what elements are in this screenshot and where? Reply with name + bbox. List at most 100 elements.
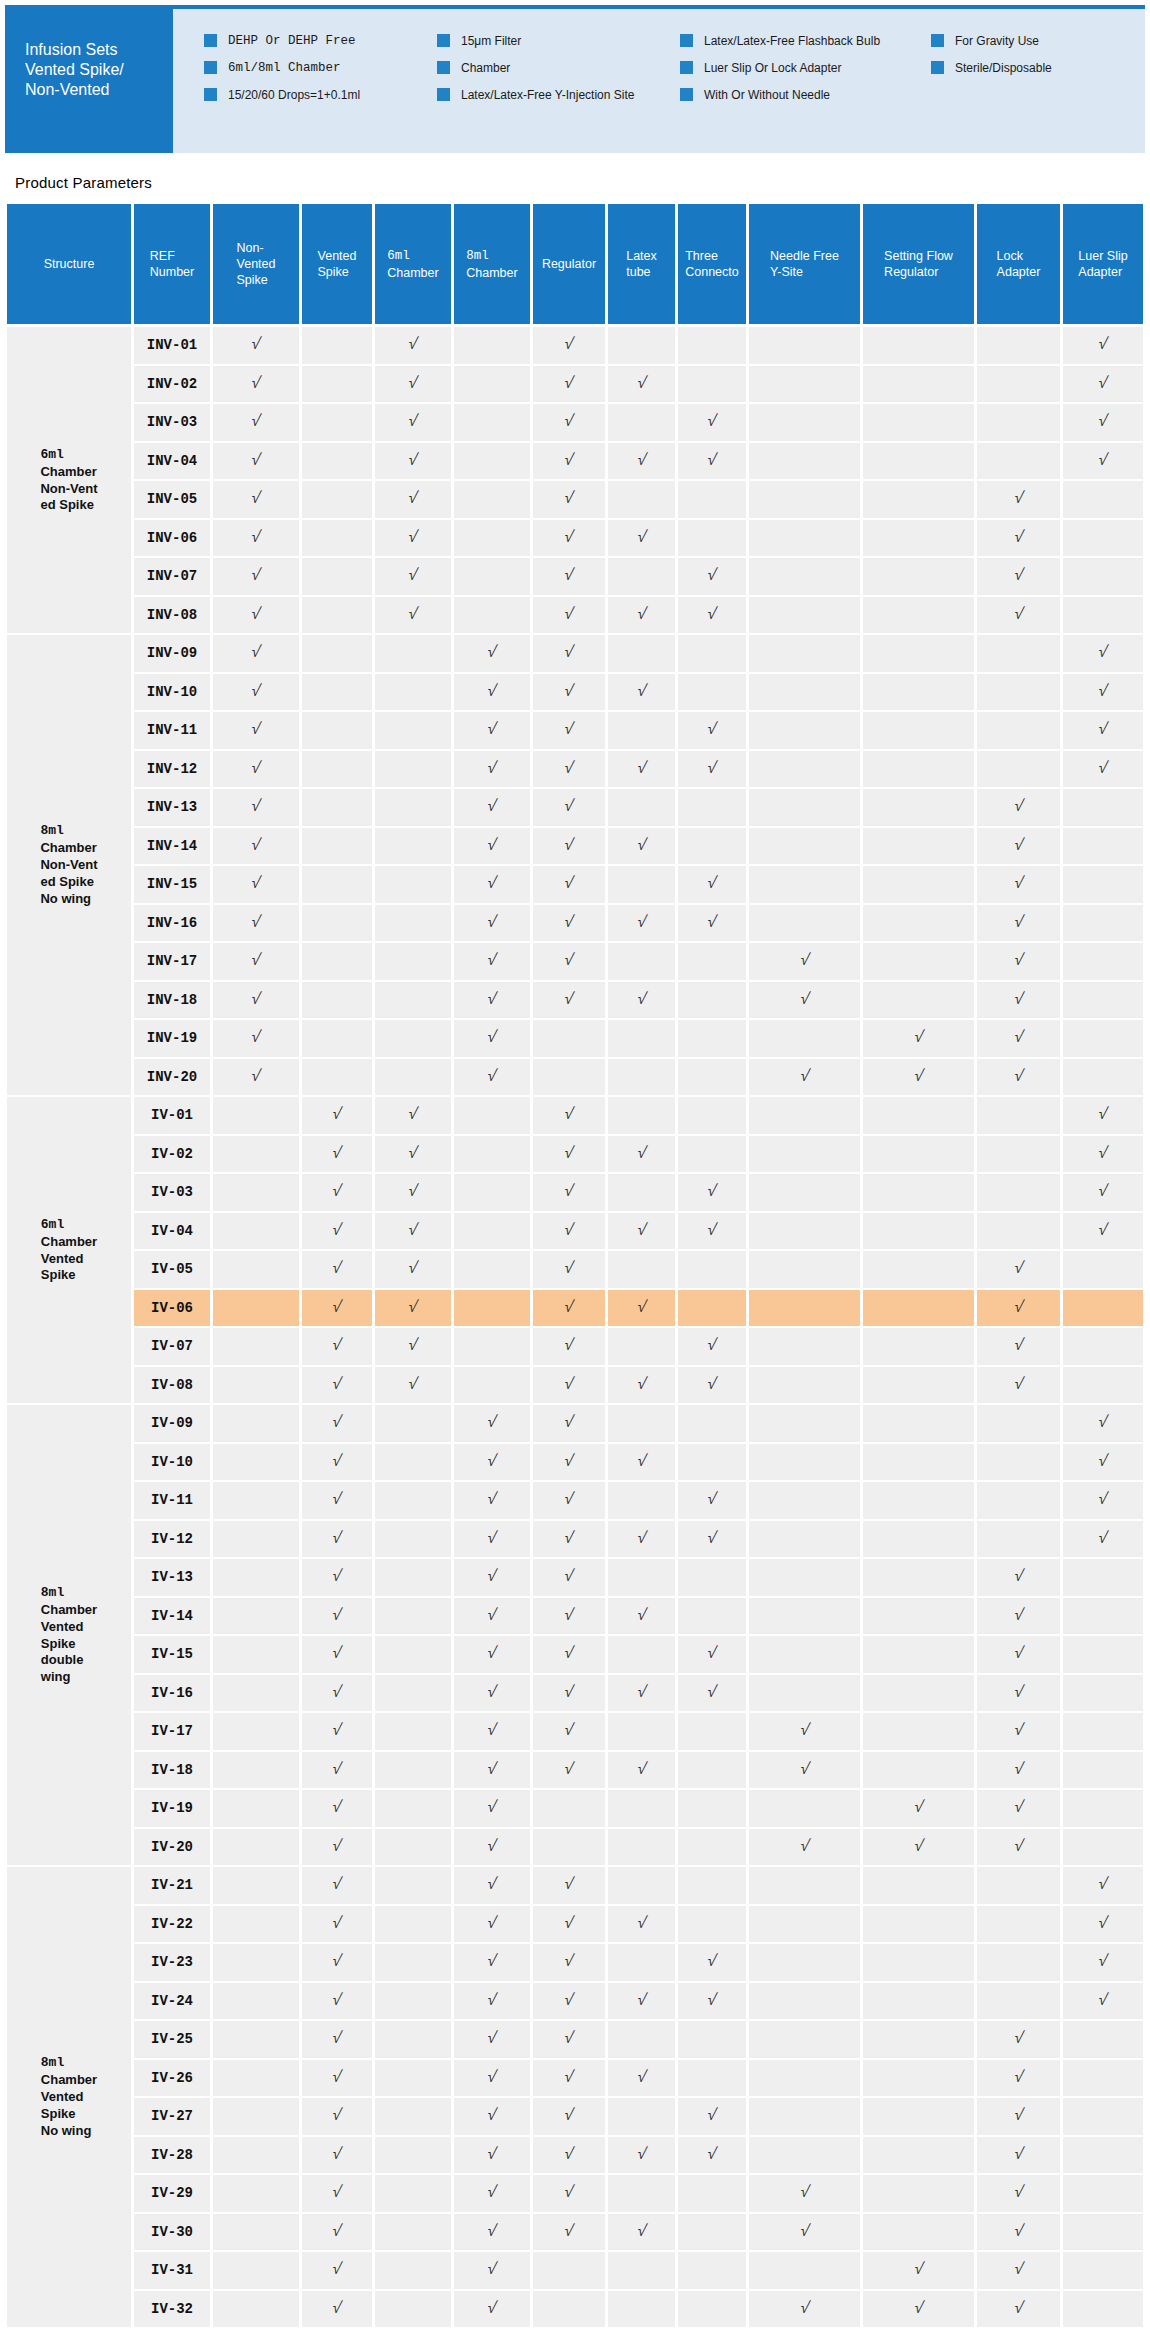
check-mark: √: [330, 1684, 343, 1702]
check-cell-luer: √: [1063, 712, 1146, 751]
column-header-line: Vented: [318, 249, 357, 263]
check-cell-three: [678, 1251, 749, 1290]
ref-cell: IV-04: [134, 1213, 213, 1252]
check-cell-reg: √: [533, 789, 608, 828]
check-cell-nfy: [749, 2021, 863, 2060]
check-mark: √: [1012, 2300, 1025, 2318]
bullet-square-icon: [680, 88, 693, 101]
check-mark: √: [485, 952, 498, 970]
ref-number: INV-12: [147, 761, 197, 777]
table-row: IV-27√√√√√: [134, 2098, 1146, 2137]
check-cell-three: [678, 1559, 749, 1598]
check-cell-c8: [454, 327, 533, 366]
structure-line: Chamber: [40, 840, 96, 855]
check-cell-lock: √: [977, 2252, 1063, 2291]
check-mark: √: [249, 760, 262, 778]
ref-cell: IV-13: [134, 1559, 213, 1598]
check-cell-latex: √: [608, 2060, 678, 2099]
check-mark: √: [485, 1645, 498, 1663]
check-mark: √: [1012, 1376, 1025, 1394]
column-header-line: Spike: [318, 265, 349, 279]
check-cell-lock: √: [977, 1829, 1063, 1868]
check-cell-c6: [375, 1444, 454, 1483]
check-cell-nv: [213, 1559, 302, 1598]
check-mark: √: [1096, 375, 1109, 393]
check-mark: √: [562, 1530, 575, 1548]
ref-number: IV-03: [151, 1184, 193, 1200]
check-cell-sfr: [863, 751, 977, 790]
ref-cell: IV-21: [134, 1867, 213, 1906]
check-mark: √: [330, 1992, 343, 2010]
check-cell-reg: √: [533, 1675, 608, 1714]
check-mark: √: [330, 1915, 343, 1933]
table-row: IV-17√√√√√: [134, 1713, 1146, 1752]
column-header-c6: 6mlChamber: [375, 204, 454, 324]
check-cell-c8: [454, 1097, 533, 1136]
bullet-square-icon: [437, 61, 450, 74]
check-cell-nv: √: [213, 943, 302, 982]
check-cell-sfr: [863, 1752, 977, 1791]
check-mark: √: [562, 952, 575, 970]
table-row: INV-03√√√√√: [134, 404, 1146, 443]
check-mark: √: [1012, 1722, 1025, 1740]
table-row: IV-03√√√√√: [134, 1174, 1146, 1213]
check-mark: √: [485, 2107, 498, 2125]
table-row: IV-09√√√√: [134, 1405, 1146, 1444]
check-cell-c8: [454, 481, 533, 520]
check-mark: √: [406, 1183, 419, 1201]
ref-cell: INV-02: [134, 366, 213, 405]
check-mark: √: [330, 1183, 343, 1201]
check-cell-vs: √: [302, 1405, 375, 1444]
check-cell-reg: [533, 1020, 608, 1059]
column-header-line: Luer Slip: [1078, 249, 1127, 263]
check-mark: √: [562, 2184, 575, 2202]
check-cell-luer: √: [1063, 1482, 1146, 1521]
check-cell-nfy: [749, 2252, 863, 2291]
check-mark: √: [635, 452, 648, 470]
check-cell-nfy: [749, 828, 863, 867]
check-cell-lock: √: [977, 558, 1063, 597]
check-cell-lock: [977, 1983, 1063, 2022]
check-cell-luer: √: [1063, 1405, 1146, 1444]
column-header-line: Latex: [626, 249, 657, 263]
check-cell-luer: √: [1063, 327, 1146, 366]
feature-text: Latex/Latex-Free Flashback Bulb: [704, 34, 880, 48]
ref-cell: IV-23: [134, 1944, 213, 1983]
check-cell-lock: √: [977, 866, 1063, 905]
column-header-line: Setting Flow: [884, 249, 953, 263]
check-cell-luer: [1063, 2137, 1146, 2176]
check-cell-reg: √: [533, 327, 608, 366]
structure-line: 6ml: [40, 447, 63, 462]
column-header-line: Spike: [237, 273, 268, 287]
feature-item: Sterile/Disposable: [931, 54, 1145, 81]
check-cell-reg: √: [533, 982, 608, 1021]
table-row: INV-01√√√√: [134, 327, 1146, 366]
check-cell-reg: √: [533, 1174, 608, 1213]
check-mark: √: [330, 1337, 343, 1355]
check-cell-nv: √: [213, 789, 302, 828]
structure-line: Vented: [41, 1619, 84, 1634]
check-mark: √: [330, 1568, 343, 1586]
check-cell-c8: √: [454, 1906, 533, 1945]
ref-cell: IV-28: [134, 2137, 213, 2176]
check-cell-lock: √: [977, 943, 1063, 982]
ref-number: IV-04: [151, 1223, 193, 1239]
ref-cell: INV-06: [134, 520, 213, 559]
check-cell-three: √: [678, 866, 749, 905]
check-cell-reg: √: [533, 597, 608, 636]
check-mark: √: [635, 683, 648, 701]
ref-cell: IV-27: [134, 2098, 213, 2137]
feature-item: With Or Without Needle: [680, 81, 931, 108]
check-cell-sfr: √: [863, 2252, 977, 2291]
check-cell-lock: √: [977, 1790, 1063, 1829]
check-cell-c6: √: [375, 1367, 454, 1406]
check-cell-three: [678, 982, 749, 1021]
check-cell-latex: [608, 1944, 678, 1983]
check-cell-three: [678, 635, 749, 674]
check-cell-sfr: [863, 635, 977, 674]
check-mark: √: [485, 2261, 498, 2279]
column-header-line: Y-Site: [770, 265, 803, 279]
table-row: IV-31√√√√: [134, 2252, 1146, 2291]
check-mark: √: [705, 1183, 718, 1201]
check-mark: √: [249, 490, 262, 508]
